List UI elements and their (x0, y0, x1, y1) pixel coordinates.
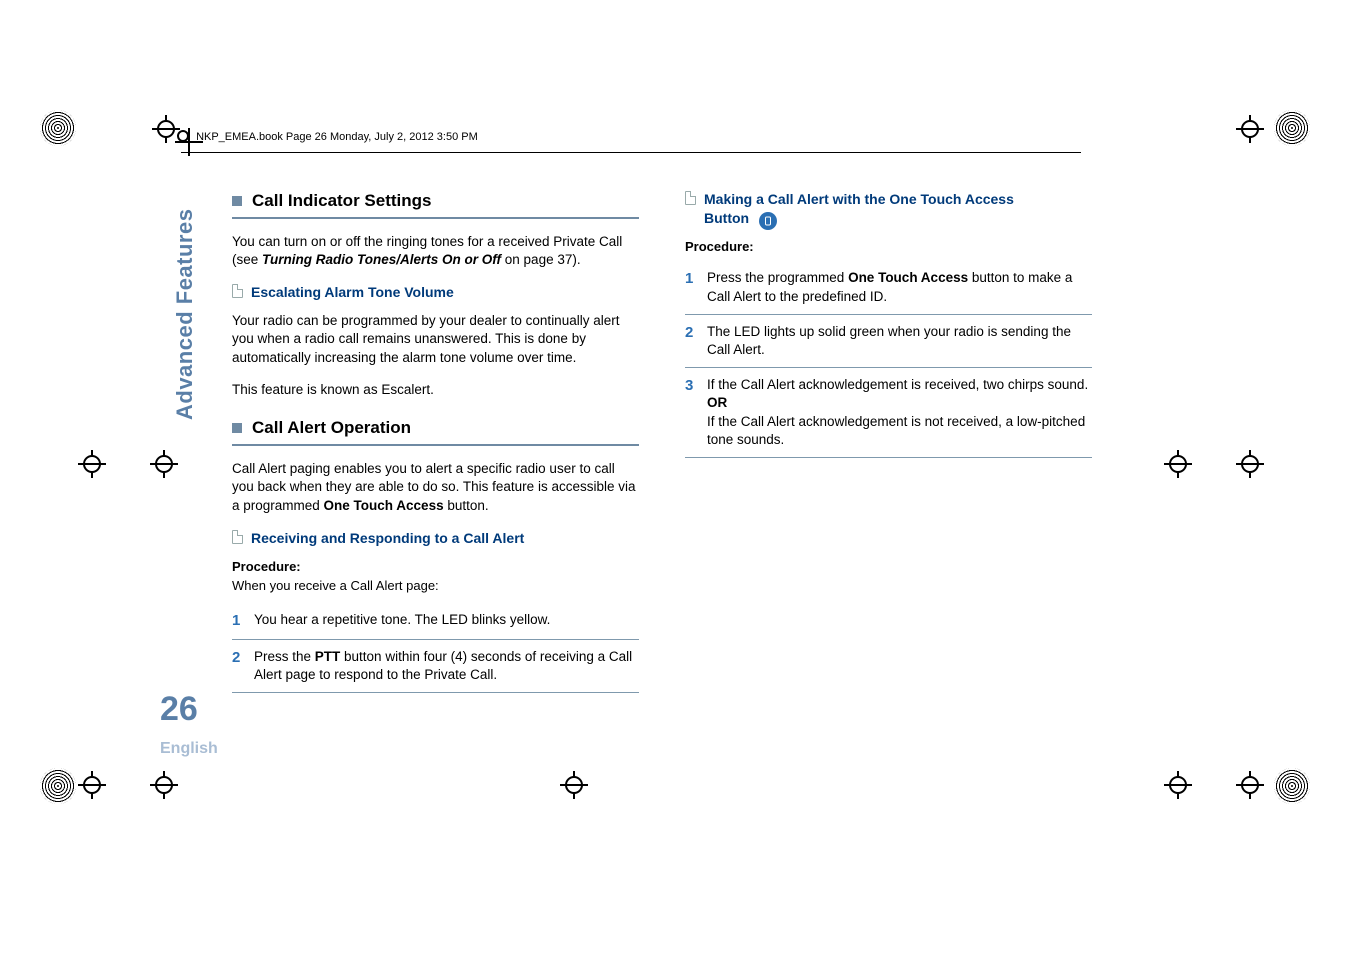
paragraph: Your radio can be programmed by your dea… (232, 312, 639, 367)
procedure-step: 2 Press the PTT button within four (4) s… (232, 640, 639, 693)
registration-mark-icon (150, 450, 178, 478)
text: Making a Call Alert with the One Touch A… (704, 191, 1014, 207)
registration-mark-icon (150, 771, 178, 799)
section-title: Call Alert Operation (252, 418, 411, 437)
text: Press the (254, 649, 315, 664)
subsection-title: Making a Call Alert with the One Touch A… (704, 190, 1014, 228)
procedure-step: 3 If the Call Alert acknowledgement is r… (685, 368, 1092, 458)
text: on page 37). (501, 252, 581, 267)
procedure-subtext: When you receive a Call Alert page: (232, 577, 639, 595)
subsection-title: Receiving and Responding to a Call Alert (251, 529, 524, 548)
step-text: The LED lights up solid green when your … (707, 323, 1092, 359)
print-corner-icon (1274, 768, 1310, 804)
registration-mark-icon (175, 128, 193, 146)
one-touch-button-icon (759, 212, 777, 230)
left-column: Call Indicator Settings You can turn on … (232, 190, 639, 693)
procedure-label: Procedure: (685, 238, 1092, 256)
page-header: NKP_EMEA.book Page 26 Monday, July 2, 20… (175, 128, 1350, 158)
subsection-heading: Escalating Alarm Tone Volume (232, 283, 639, 302)
step-text: You hear a repetitive tone. The LED blin… (254, 611, 639, 629)
subsection-heading: Receiving and Responding to a Call Alert (232, 529, 639, 548)
bold-text: OR (707, 395, 727, 410)
step-text: If the Call Alert acknowledgement is rec… (707, 376, 1092, 449)
section-rule (232, 444, 639, 446)
print-corner-icon (40, 768, 76, 804)
subsection-title: Escalating Alarm Tone Volume (251, 283, 454, 302)
text: If the Call Alert acknowledgement is not… (707, 414, 1085, 447)
page-icon (232, 284, 243, 298)
registration-mark-icon (1164, 771, 1192, 799)
section-heading: Call Indicator Settings (232, 190, 639, 213)
procedure-step: 2 The LED lights up solid green when you… (685, 315, 1092, 368)
registration-mark-icon (78, 450, 106, 478)
section-side-label: Advanced Features (172, 209, 198, 420)
text: Press the programmed (707, 270, 848, 285)
registration-mark-icon (78, 771, 106, 799)
text: If the Call Alert acknowledgement is rec… (707, 377, 1088, 392)
procedure-step: 1 You hear a repetitive tone. The LED bl… (232, 603, 639, 640)
step-number: 2 (685, 323, 707, 343)
page-number: 26 (160, 690, 198, 729)
subsection-heading: Making a Call Alert with the One Touch A… (685, 190, 1092, 228)
content-area: Call Indicator Settings You can turn on … (232, 190, 1092, 693)
section-rule (232, 217, 639, 219)
page-icon (232, 530, 243, 544)
bold-text: One Touch Access (848, 270, 968, 285)
paragraph: Call Alert paging enables you to alert a… (232, 460, 639, 515)
paragraph: This feature is known as Escalert. (232, 381, 639, 399)
language-label: English (160, 740, 218, 758)
procedure-label: Procedure: (232, 558, 639, 576)
step-number: 1 (685, 269, 707, 289)
bold-text: One Touch Access (324, 498, 444, 513)
registration-mark-icon (560, 771, 588, 799)
procedure-step: 1 Press the programmed One Touch Access … (685, 261, 1092, 314)
registration-mark-icon (1164, 450, 1192, 478)
cross-ref: Turning Radio Tones/Alerts On or Off (262, 252, 501, 267)
paragraph: You can turn on or off the ringing tones… (232, 233, 639, 269)
header-rule (181, 152, 1081, 153)
text: Button (704, 210, 749, 226)
text: button. (444, 498, 489, 513)
page-icon (685, 191, 696, 205)
step-text: Press the programmed One Touch Access bu… (707, 269, 1092, 305)
section-heading: Call Alert Operation (232, 417, 639, 440)
registration-mark-icon (1236, 450, 1264, 478)
page: NKP_EMEA.book Page 26 Monday, July 2, 20… (0, 0, 1350, 954)
bold-text: PTT (315, 649, 341, 664)
square-bullet-icon (232, 423, 242, 433)
square-bullet-icon (232, 196, 242, 206)
print-corner-icon (40, 110, 76, 146)
section-title: Call Indicator Settings (252, 191, 431, 210)
header-text: NKP_EMEA.book Page 26 Monday, July 2, 20… (196, 131, 478, 143)
step-number: 2 (232, 648, 254, 668)
step-number: 1 (232, 611, 254, 631)
registration-mark-icon (1236, 771, 1264, 799)
step-text: Press the PTT button within four (4) sec… (254, 648, 639, 684)
right-column: Making a Call Alert with the One Touch A… (685, 190, 1092, 693)
step-number: 3 (685, 376, 707, 396)
